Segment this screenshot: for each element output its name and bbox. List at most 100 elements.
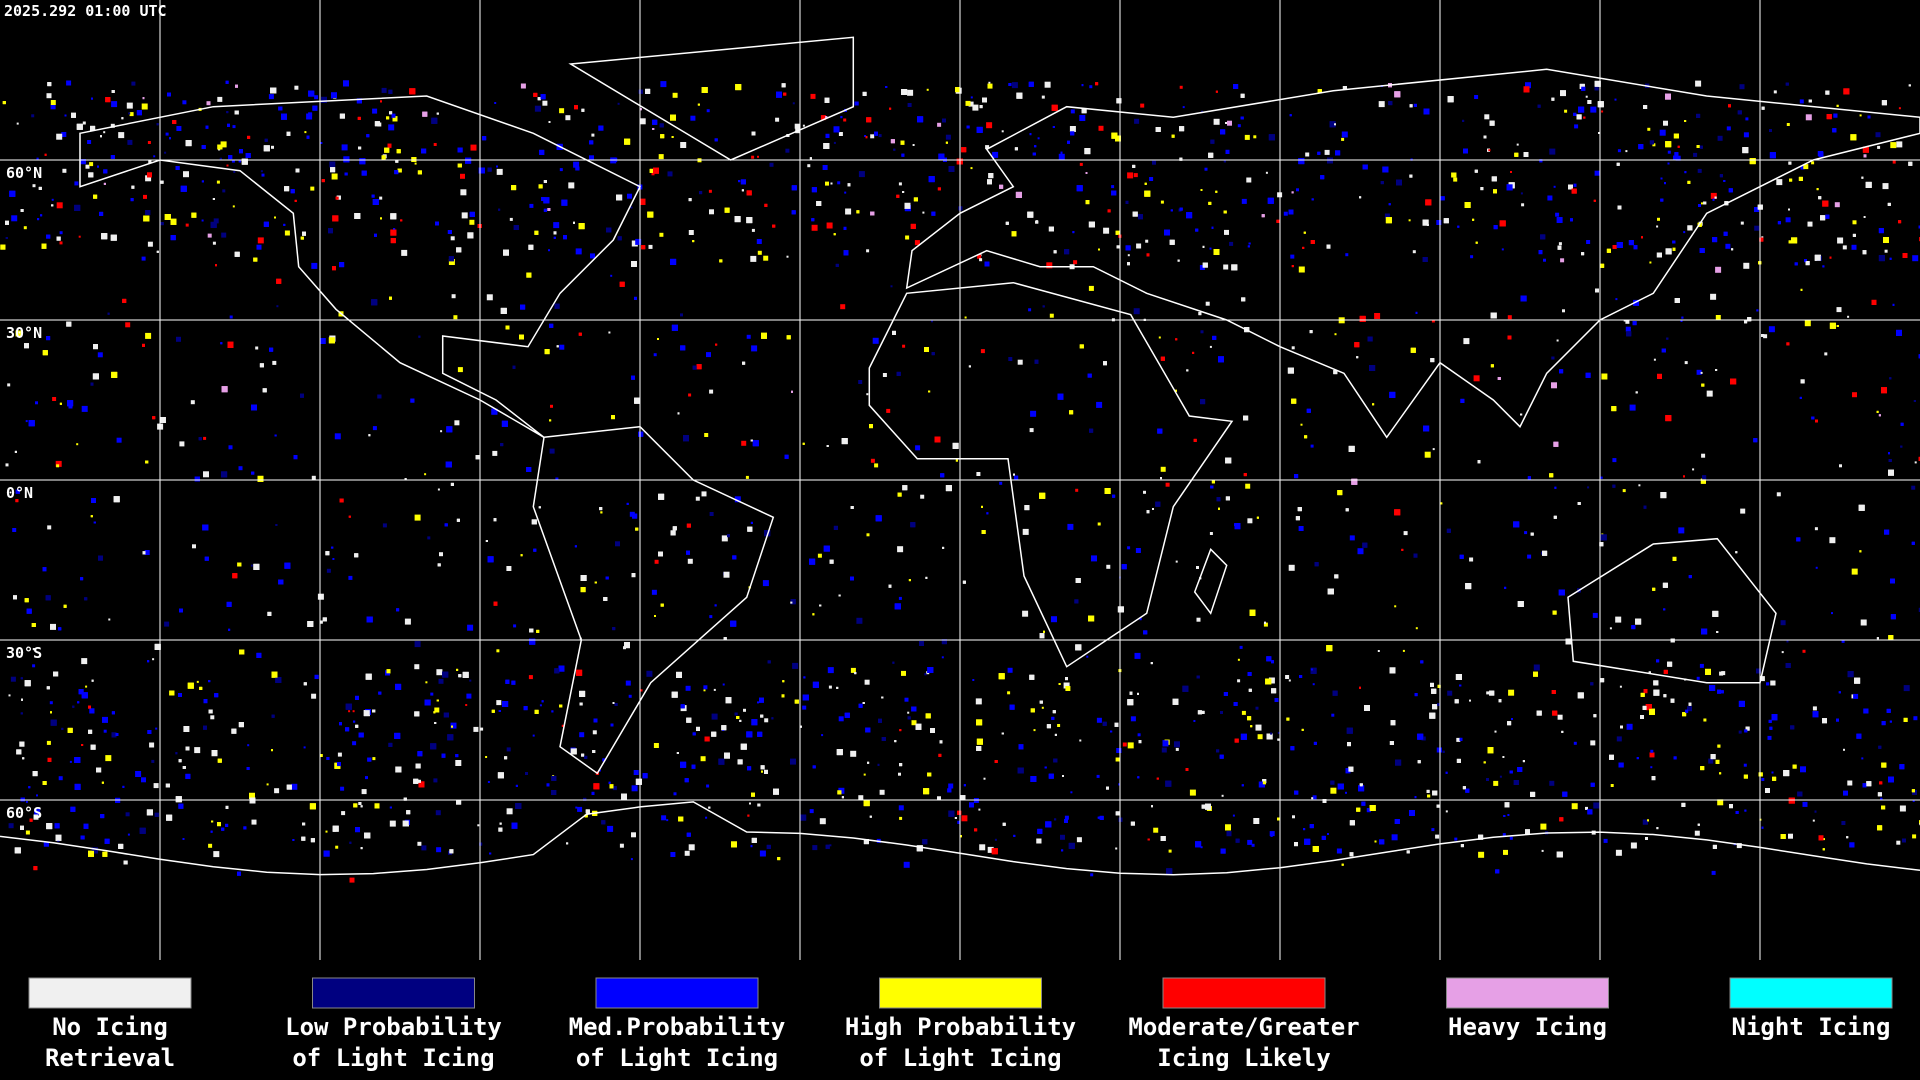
icing-speckle (1200, 399, 1206, 405)
icing-speckle (253, 257, 258, 262)
icing-speckle (1347, 742, 1351, 747)
icing-speckle (381, 87, 387, 93)
icing-speckle (487, 781, 490, 783)
icing-speckle (185, 223, 189, 227)
icing-speckle (1647, 819, 1649, 822)
icing-speckle (1890, 142, 1897, 149)
icing-speckle (348, 710, 351, 713)
icing-speckle (233, 170, 236, 173)
icing-speckle (1209, 532, 1213, 535)
icing-speckle (83, 823, 89, 829)
icing-speckle (99, 211, 104, 216)
icing-speckle (1761, 236, 1764, 239)
icing-speckle (1201, 710, 1205, 714)
icing-speckle (713, 688, 716, 691)
icing-speckle (1288, 209, 1294, 215)
icing-speckle (232, 573, 238, 579)
icing-speckle (1189, 789, 1196, 796)
icing-speckle (1330, 787, 1337, 794)
icing-speckle (1345, 791, 1347, 794)
icing-speckle (457, 367, 463, 373)
icing-speckle (1198, 312, 1202, 316)
icing-speckle (506, 566, 512, 571)
icing-speckle (854, 101, 859, 106)
icing-speckle (800, 814, 807, 821)
icing-speckle (166, 814, 173, 821)
icing-speckle (850, 750, 857, 757)
icing-speckle (870, 458, 875, 463)
icing-speckle (1633, 299, 1640, 306)
icing-speckle (1039, 492, 1046, 499)
icing-speckle (439, 552, 443, 557)
icing-speckle (1726, 126, 1731, 131)
icing-speckle (1601, 110, 1604, 113)
icing-speckle (1157, 428, 1163, 434)
icing-speckle (1525, 82, 1531, 89)
icing-speckle (1486, 691, 1490, 695)
icing-speckle (579, 732, 585, 738)
icing-speckle (1912, 255, 1919, 262)
icing-speckle (1556, 339, 1559, 342)
icing-speckle (319, 620, 323, 624)
icing-speckle (792, 662, 799, 669)
icing-speckle (575, 248, 582, 255)
icing-speckle (614, 703, 618, 706)
icing-speckle (608, 331, 611, 334)
icing-speckle (243, 826, 247, 830)
icing-speckle (898, 596, 902, 600)
icing-speckle (1089, 428, 1094, 433)
icing-speckle (1358, 785, 1365, 792)
icing-speckle (893, 148, 896, 151)
icing-speckle (952, 442, 959, 449)
icing-speckle (837, 790, 842, 795)
icing-speckle (306, 113, 313, 120)
icing-speckle (1831, 612, 1833, 615)
icing-speckle (1073, 260, 1078, 265)
icing-speckle (1046, 724, 1051, 729)
icing-speckle (1603, 838, 1608, 843)
icing-speckle (410, 398, 415, 403)
icing-speckle (325, 830, 328, 833)
icing-speckle (573, 221, 575, 224)
icing-speckle (380, 217, 382, 220)
icing-speckle (1115, 230, 1120, 235)
icing-speckle (1302, 246, 1305, 249)
icing-speckle (1610, 784, 1614, 787)
icing-speckle (182, 100, 187, 105)
icing-speckle (390, 229, 397, 236)
icing-speckle (1085, 172, 1088, 174)
icing-speckle (225, 80, 229, 84)
icing-speckle (1911, 541, 1915, 545)
icing-speckle (610, 274, 613, 277)
icing-speckle (1013, 834, 1016, 837)
icing-speckle (389, 806, 392, 809)
icing-speckle (447, 734, 454, 741)
icing-speckle (750, 845, 753, 848)
icing-speckle (829, 559, 834, 564)
icing-speckle (766, 844, 771, 849)
icing-speckle (1721, 671, 1726, 676)
icing-speckle (706, 109, 710, 113)
icing-speckle (1384, 213, 1390, 219)
icing-speckle (1374, 313, 1381, 319)
icing-speckle (559, 168, 563, 172)
icing-speckle (783, 92, 787, 96)
icing-speckle (548, 249, 550, 252)
icing-speckle (1878, 745, 1882, 749)
icing-speckle (1403, 531, 1408, 536)
icing-speckle (826, 222, 833, 229)
icing-speckle (703, 685, 708, 690)
icing-speckle (217, 822, 221, 827)
icing-speckle (275, 677, 282, 683)
icing-speckle (858, 171, 865, 178)
icing-speckle (355, 724, 359, 728)
icing-speckle (659, 232, 664, 237)
icing-speckle (1884, 249, 1888, 253)
icing-speckle (1653, 358, 1656, 361)
icing-speckle (436, 669, 443, 676)
icing-speckle (1665, 141, 1672, 148)
icing-speckle (1357, 548, 1364, 555)
icing-speckle (450, 722, 457, 729)
icing-speckle (1687, 180, 1691, 184)
icing-speckle (1291, 398, 1297, 404)
